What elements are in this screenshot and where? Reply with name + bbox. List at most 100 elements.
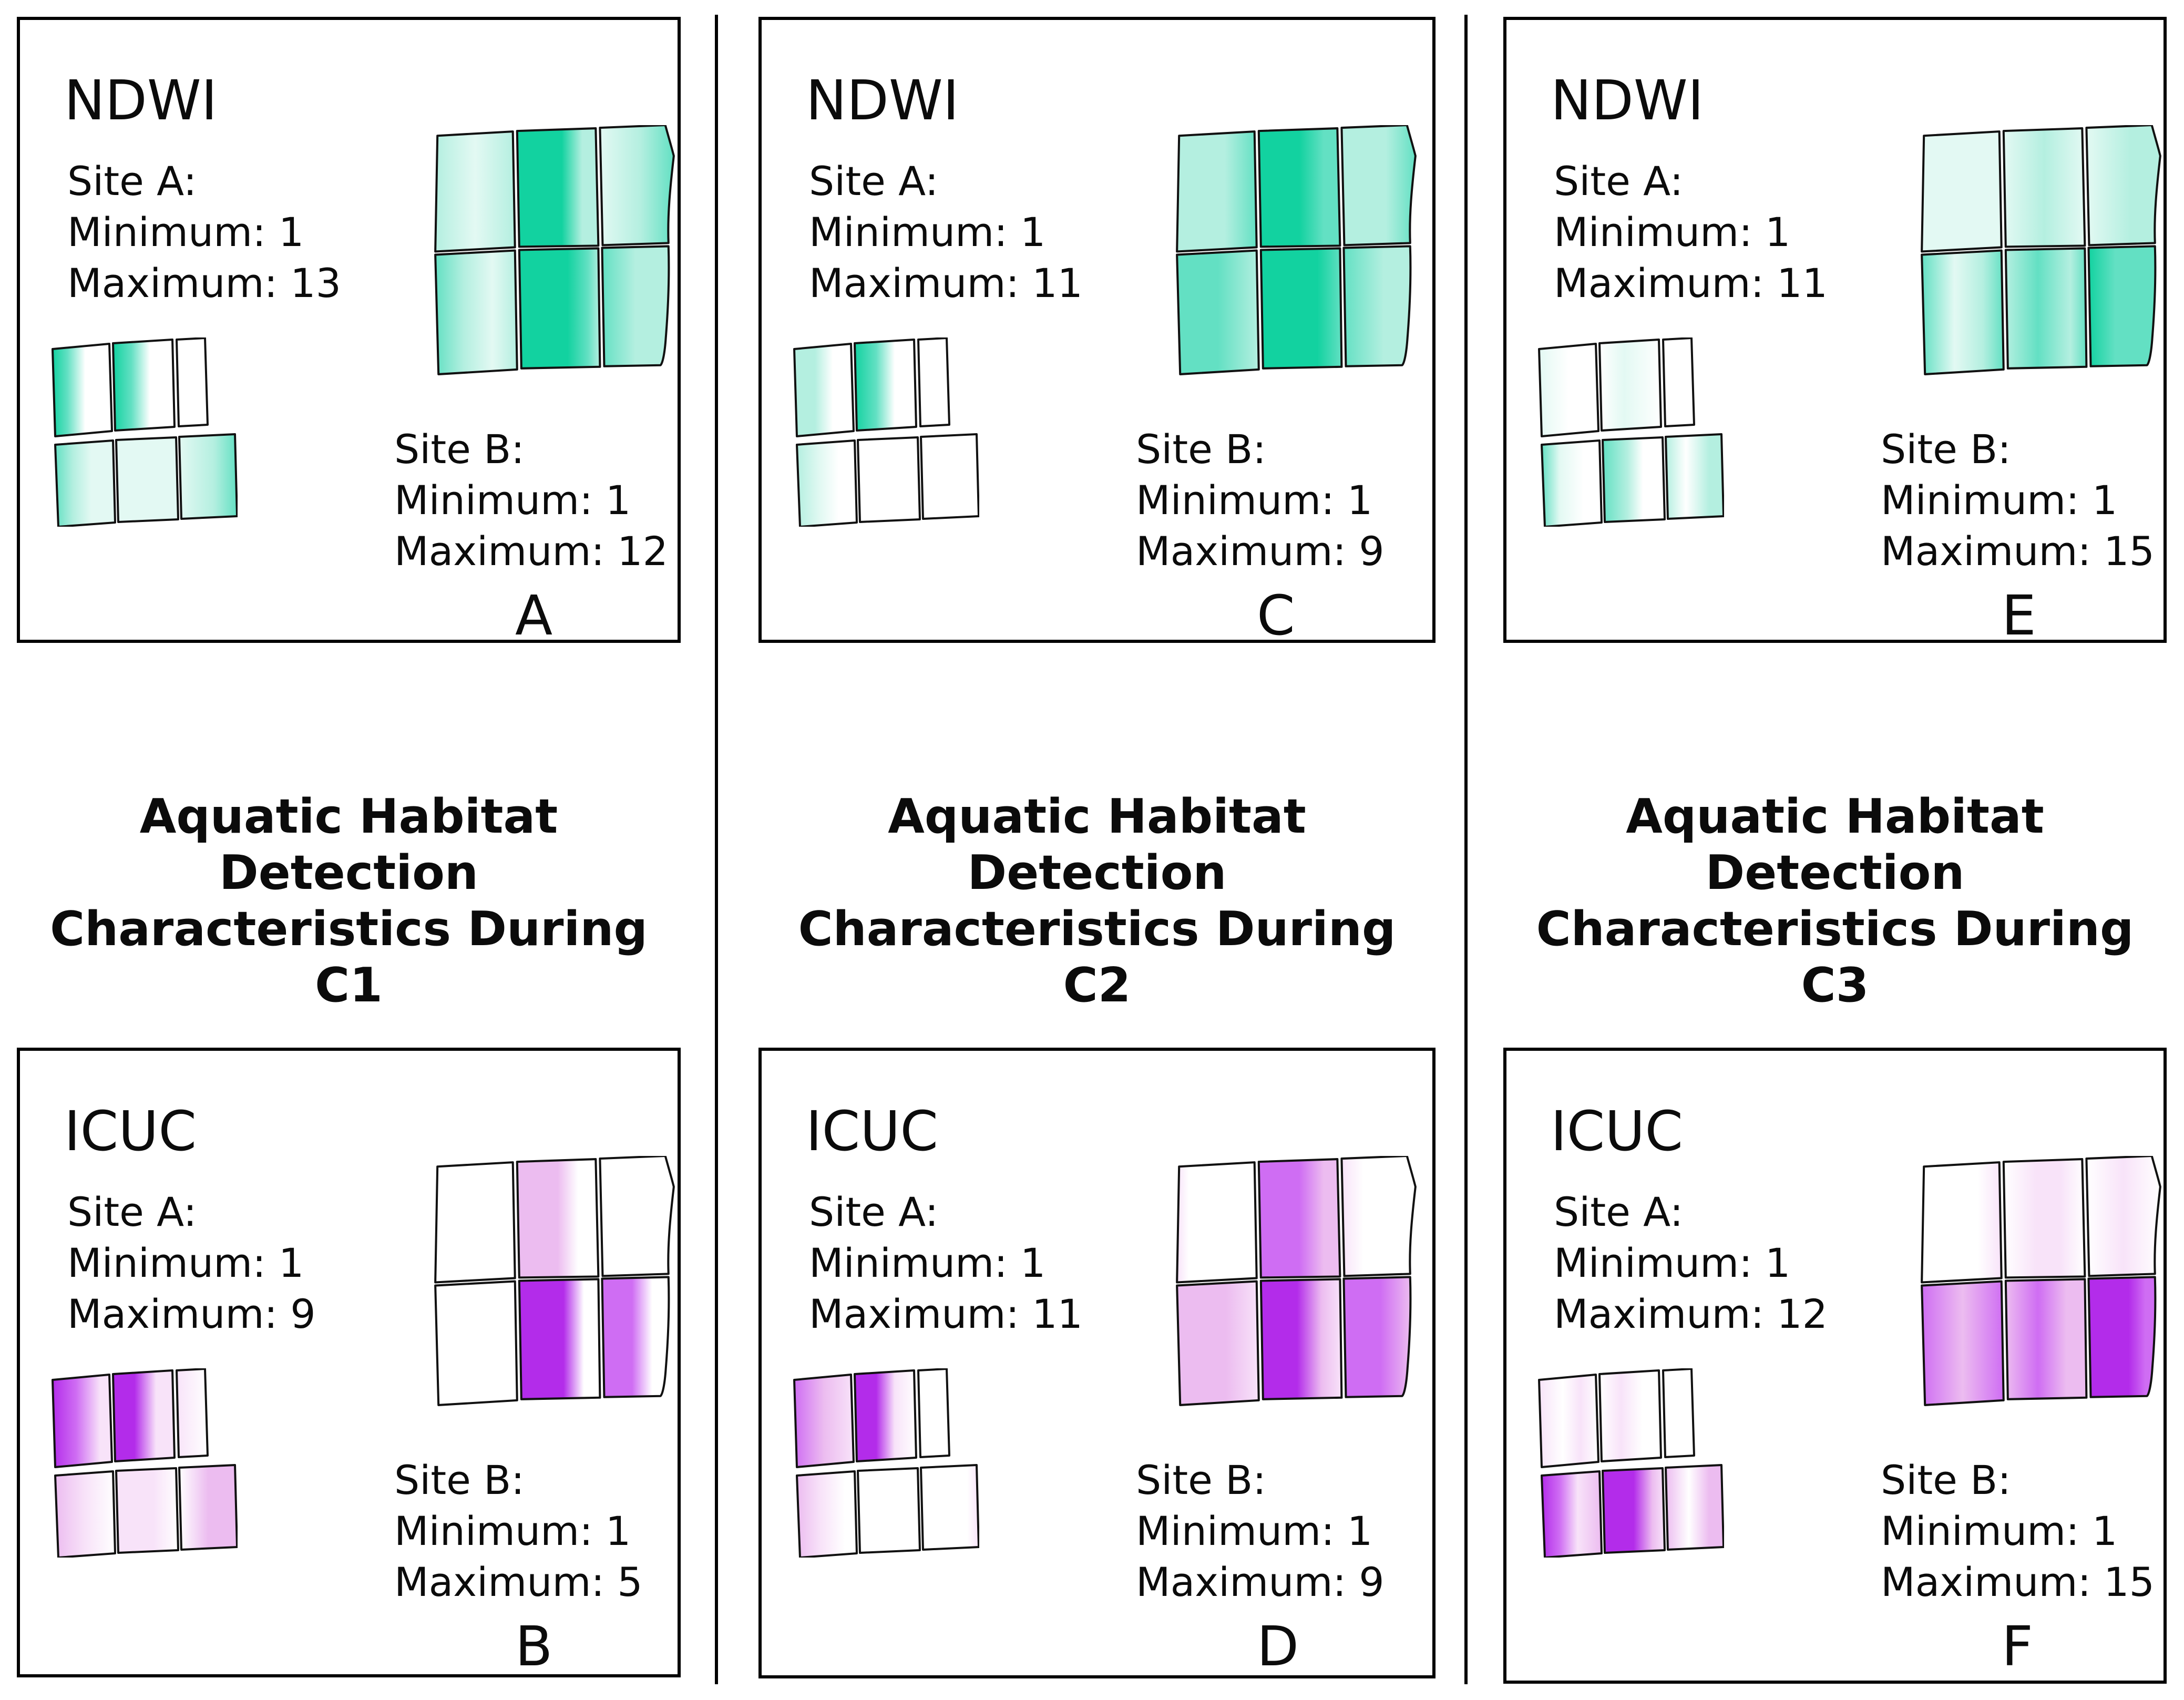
column-title-line2: Characteristics During C3 (1536, 902, 2134, 1013)
site-a-minimum: Minimum: 1 (809, 209, 1046, 255)
map-cell (857, 1467, 921, 1554)
map-cell (516, 127, 600, 248)
site-b-minimum: Minimum: 1 (1136, 1508, 1373, 1554)
site-a-minimum: Minimum: 1 (67, 1240, 304, 1286)
site-a-maximum: Maximum: 11 (809, 1291, 1083, 1337)
map-cell (1259, 247, 1343, 370)
map-cell (176, 337, 209, 427)
site-a-map (48, 1368, 238, 1558)
map-cell (112, 1369, 176, 1462)
map-cell (917, 1368, 950, 1458)
map-cell (2002, 127, 2086, 248)
site-b-map (1920, 125, 2161, 377)
map-cell (1662, 1368, 1695, 1458)
site-b-map (433, 1156, 675, 1408)
map-cell (2087, 245, 2157, 367)
map-cell (920, 433, 979, 520)
site-b-maximum: Maximum: 9 (1136, 1559, 1385, 1605)
site-a-heading: Site A: (809, 1189, 939, 1235)
map-cell (434, 1161, 516, 1284)
column-title-line1: Aquatic Habitat Detection (888, 789, 1306, 900)
panel-letter: A (515, 583, 553, 648)
map-cell (434, 130, 516, 253)
site-b-stats: Site B: Minimum: 1 Maximum: 15 (1881, 424, 2155, 577)
map-cell (176, 1368, 209, 1458)
metric-label: ICUC (64, 1099, 197, 1163)
panel-f-icuc-c3: ICUC Site A: Minimum: 1 Maximum: 12 Site… (1503, 1048, 2167, 1684)
map-cell (2002, 1158, 2086, 1279)
site-a-map (790, 1368, 979, 1558)
site-b-map (1175, 1156, 1417, 1408)
map-cell (1602, 1467, 1666, 1554)
map-cell (1921, 130, 2003, 253)
site-a-heading: Site A: (1554, 1189, 1684, 1235)
panel-letter: B (515, 1614, 553, 1678)
column-divider-2 (1464, 15, 1468, 1684)
map-cell (1665, 433, 1724, 520)
metric-label: ICUC (1551, 1099, 1684, 1163)
panel-letter: E (2002, 583, 2036, 648)
site-b-minimum: Minimum: 1 (1881, 477, 2118, 524)
map-cell (178, 433, 238, 520)
map-cell (54, 439, 116, 527)
map-cell (920, 1464, 979, 1551)
site-b-minimum: Minimum: 1 (1881, 1508, 2118, 1554)
site-a-stats: Site A: Minimum: 1 Maximum: 11 (1554, 156, 1828, 309)
map-cell (54, 1470, 116, 1558)
site-b-map (1920, 1156, 2161, 1408)
map-cell (917, 337, 950, 427)
map-cell (1257, 1158, 1341, 1279)
site-b-map (433, 125, 675, 377)
column-title-line1: Aquatic Habitat Detection (1626, 789, 2044, 900)
site-a-stats: Site A: Minimum: 1 Maximum: 13 (67, 156, 341, 309)
panel-letter: F (2002, 1614, 2033, 1678)
site-a-stats: Site A: Minimum: 1 Maximum: 12 (1554, 1186, 1828, 1339)
site-a-maximum: Maximum: 11 (1554, 260, 1828, 306)
map-cell (1602, 436, 1666, 523)
site-a-heading: Site A: (809, 158, 939, 204)
map-cell (1176, 249, 1260, 375)
site-b-stats: Site B: Minimum: 1 Maximum: 12 (394, 424, 668, 577)
map-cell (1342, 245, 1412, 367)
map-cell (1921, 249, 2005, 375)
map-cell (518, 247, 601, 370)
map-cell (2085, 125, 2161, 247)
map-cell (796, 1470, 858, 1558)
panel-d-icuc-c2: ICUC Site A: Minimum: 1 Maximum: 11 Site… (758, 1048, 1436, 1678)
map-cell (1176, 1280, 1260, 1406)
site-b-heading: Site B: (1136, 1457, 1266, 1503)
site-b-heading: Site B: (1881, 426, 2011, 473)
site-b-maximum: Maximum: 9 (1136, 528, 1385, 575)
map-cell (793, 1374, 855, 1468)
map-cell (1598, 1369, 1662, 1462)
map-cell (1340, 1156, 1417, 1277)
site-a-minimum: Minimum: 1 (1554, 1240, 1791, 1286)
map-cell (599, 1156, 675, 1277)
site-a-map (790, 337, 979, 527)
site-b-maximum: Maximum: 5 (394, 1559, 643, 1605)
map-cell (2085, 1156, 2161, 1277)
map-cell (1257, 127, 1341, 248)
site-a-minimum: Minimum: 1 (809, 1240, 1046, 1286)
site-b-maximum: Maximum: 15 (1881, 1559, 2155, 1605)
column-title-c2: Aquatic Habitat Detection Characteristic… (758, 788, 1436, 1013)
map-cell (2004, 247, 2088, 370)
site-b-stats: Site B: Minimum: 1 Maximum: 15 (1881, 1455, 2155, 1607)
site-b-heading: Site B: (394, 1457, 525, 1503)
site-b-stats: Site B: Minimum: 1 Maximum: 9 (1136, 1455, 1385, 1607)
site-b-maximum: Maximum: 15 (1881, 528, 2155, 575)
map-cell (52, 1374, 113, 1468)
map-cell (1340, 125, 1417, 247)
panel-letter: C (1257, 583, 1295, 648)
site-a-map (1535, 337, 1724, 527)
panel-c-ndwi-c2: NDWI Site A: Minimum: 1 Maximum: 11 Site… (758, 17, 1436, 648)
metric-label: NDWI (64, 68, 218, 132)
site-a-heading: Site A: (67, 1189, 197, 1235)
site-b-heading: Site B: (1136, 426, 1266, 473)
column-divider-1 (715, 15, 718, 1684)
site-b-map (1175, 125, 1417, 377)
column-title-line1: Aquatic Habitat Detection (139, 789, 558, 900)
map-cell (1541, 1470, 1603, 1558)
map-cell (2004, 1278, 2088, 1400)
panel-a-ndwi-c1: NDWI Site A: Minimum: 1 Maximum: 13 Site… (17, 17, 681, 648)
